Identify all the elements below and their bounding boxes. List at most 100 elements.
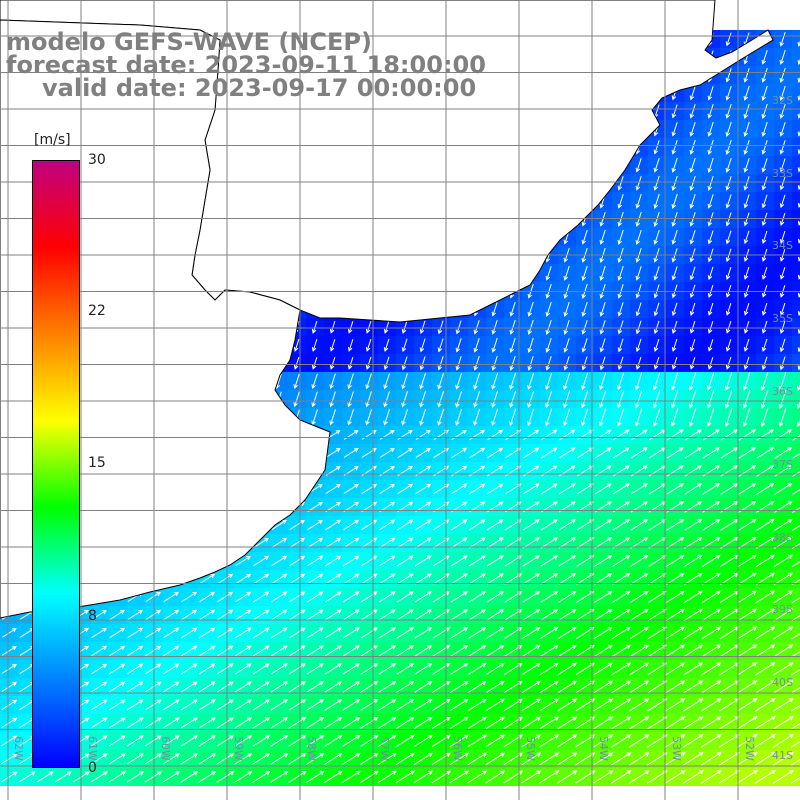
- wind-arrow: [306, 609, 324, 621]
- wind-arrow: [670, 390, 679, 409]
- wind-arrow: [779, 67, 786, 83]
- wind-arrow: [648, 555, 667, 567]
- wind-arrow: [234, 645, 252, 657]
- wind-arrow: [329, 391, 336, 408]
- wind-arrow: [772, 752, 795, 766]
- wind-arrow: [671, 320, 678, 335]
- wind-arrow: [701, 698, 722, 712]
- wind-arrow: [469, 483, 486, 495]
- wind-arrow: [611, 716, 632, 730]
- wind-arrow: [144, 753, 162, 765]
- wind-arrow: [593, 644, 613, 658]
- wind-arrow: [797, 58, 800, 65]
- wind-arrow: [652, 390, 661, 409]
- wind-arrow: [323, 770, 343, 783]
- wind-arrow: [127, 663, 144, 675]
- wind-arrow: [527, 408, 535, 427]
- wind-arrow: [198, 699, 216, 711]
- wind-arrow: [293, 338, 300, 352]
- wind-arrow: [311, 391, 318, 408]
- wind-arrow: [347, 373, 354, 390]
- wind-arrow: [653, 266, 660, 281]
- wind-arrow: [252, 663, 270, 675]
- wind-arrow: [689, 175, 696, 191]
- wind-arrow: [617, 265, 624, 281]
- wind-arrow: [401, 320, 408, 335]
- wind-arrow: [271, 573, 288, 585]
- wind-arrow: [419, 408, 427, 426]
- wind-arrow: [792, 489, 800, 495]
- wind-arrow: [253, 591, 270, 603]
- wind-arrow: [617, 176, 624, 191]
- wind-arrow: [756, 447, 775, 459]
- wind-arrow: [617, 320, 624, 335]
- wind-arrow: [419, 320, 426, 335]
- colorbar: [32, 160, 80, 768]
- wind-speed-cell: [792, 336, 800, 354]
- wind-arrow: [342, 734, 361, 747]
- wind-speed-cell: [792, 174, 800, 192]
- wind-arrow: [252, 699, 271, 711]
- wind-arrow: [18, 771, 36, 783]
- wind-arrow: [485, 752, 506, 766]
- wind-arrow: [581, 230, 588, 245]
- wind-arrow: [383, 356, 390, 371]
- wind-arrow: [486, 591, 505, 603]
- wind-arrow: [0, 771, 18, 783]
- wind-arrow: [557, 770, 578, 784]
- wind-arrow: [743, 194, 750, 209]
- wind-arrow: [682, 752, 704, 766]
- wind-arrow: [563, 390, 571, 409]
- wind-arrow: [485, 770, 506, 784]
- wind-speed-cell: [792, 498, 800, 516]
- wind-arrow: [379, 555, 396, 567]
- wind-arrow: [145, 591, 162, 602]
- wind-arrow: [485, 734, 505, 748]
- wind-arrow: [437, 373, 444, 390]
- wind-arrow: [539, 698, 559, 712]
- wind-arrow: [761, 85, 768, 101]
- wind-arrow: [289, 573, 306, 585]
- wind-arrow: [761, 356, 768, 371]
- wind-arrow: [779, 158, 786, 173]
- wind-arrow: [467, 770, 488, 784]
- wind-arrow: [347, 321, 354, 334]
- wind-arrow: [396, 716, 415, 729]
- wind-speed-cell: [792, 552, 800, 570]
- lon-label: 57W: [377, 736, 391, 761]
- wind-arrow: [611, 680, 632, 694]
- wind-arrow: [706, 390, 715, 409]
- wind-arrow: [724, 389, 733, 409]
- wind-speed-cell: [792, 642, 800, 660]
- wind-arrow: [377, 734, 397, 747]
- wind-arrow: [325, 448, 341, 458]
- wind-arrow: [617, 390, 625, 409]
- wind-arrow: [671, 193, 678, 209]
- wind-arrow: [324, 752, 343, 765]
- wind-arrow: [778, 407, 787, 428]
- wind-arrow: [455, 338, 462, 353]
- wind-arrow: [293, 357, 300, 370]
- wind-arrow: [635, 356, 642, 371]
- wind-arrow: [581, 301, 588, 317]
- wind-arrow: [145, 609, 162, 621]
- wind-arrow: [342, 627, 360, 639]
- wind-arrow: [689, 193, 696, 209]
- wind-arrow: [1, 628, 17, 638]
- wind-arrow: [736, 716, 758, 730]
- wind-arrow: [360, 591, 378, 603]
- wind-speed-cell: [792, 750, 800, 768]
- wind-arrow: [343, 555, 360, 567]
- wind-speed-cell: [792, 624, 800, 642]
- wind-arrow: [253, 573, 270, 585]
- wind-arrow: [612, 447, 630, 459]
- wind-arrow: [342, 645, 360, 657]
- wind-arrow: [378, 609, 396, 621]
- wind-arrow: [162, 699, 180, 711]
- wind-arrow: [487, 429, 504, 441]
- wind-arrow: [109, 609, 126, 620]
- wind-arrow: [365, 320, 372, 334]
- wind-arrow: [235, 627, 252, 639]
- wind-arrow: [324, 681, 343, 693]
- wind-arrow: [126, 753, 144, 765]
